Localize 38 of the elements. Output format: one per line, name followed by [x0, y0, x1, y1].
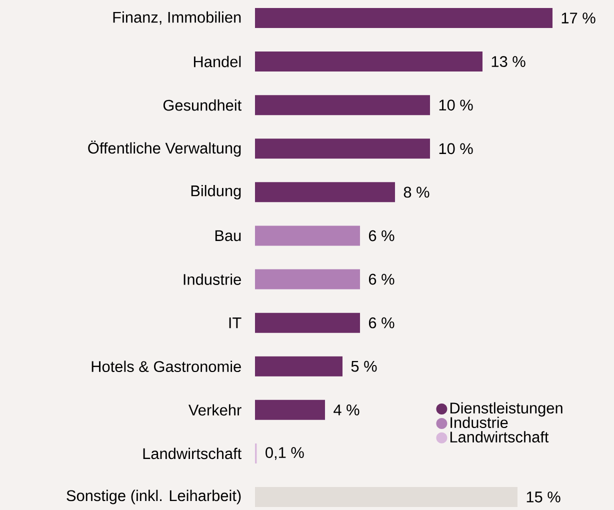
y-tick-label: Gesundheit	[163, 99, 242, 111]
bar	[255, 487, 518, 508]
bar	[255, 8, 553, 28]
data-label: 10 %	[439, 143, 473, 154]
data-label: 6 %	[368, 317, 394, 328]
y-tick-label: IT	[229, 318, 242, 328]
bar	[255, 269, 360, 290]
y-tick-label: Verkehr	[188, 404, 242, 416]
bar	[255, 312, 360, 333]
bar	[255, 52, 483, 72]
bar	[255, 356, 343, 376]
legend-label: Industrie	[450, 416, 508, 428]
data-label: 6 %	[368, 230, 394, 242]
bar	[255, 226, 360, 246]
y-tick-label: Handel	[194, 56, 241, 68]
y-tick-label: Finanz, Immobilien	[113, 11, 241, 25]
y-tick-label: Landwirtschaft	[143, 448, 242, 460]
bar	[255, 400, 325, 420]
bar	[255, 95, 430, 116]
y-tick-label: Sonstige (inkl. Leiharbeit)	[66, 490, 241, 504]
data-label: 0,1 %	[266, 447, 304, 460]
bar	[255, 138, 430, 159]
y-tick-label: Öffentliche Verwaltung	[88, 140, 241, 157]
data-label: 5 %	[351, 360, 377, 372]
data-label: 15 %	[526, 492, 560, 502]
y-tick-label: Hotels & Gastronomie	[92, 360, 241, 372]
data-label: 13 %	[492, 56, 526, 68]
data-label: 8 %	[404, 186, 430, 198]
legend-label: Dienstleistungen	[450, 402, 562, 417]
bar	[255, 182, 396, 202]
y-tick-label: Bildung	[191, 184, 241, 200]
data-label: 6 %	[368, 274, 394, 285]
data-label: 4 %	[334, 404, 360, 416]
y-tick-label: Bau	[215, 230, 241, 242]
y-tick-label: Industrie	[184, 274, 241, 285]
legend-label: Landwirtschaft	[450, 431, 549, 443]
data-label: 10 %	[439, 100, 473, 111]
data-label: 17 %	[562, 12, 596, 24]
